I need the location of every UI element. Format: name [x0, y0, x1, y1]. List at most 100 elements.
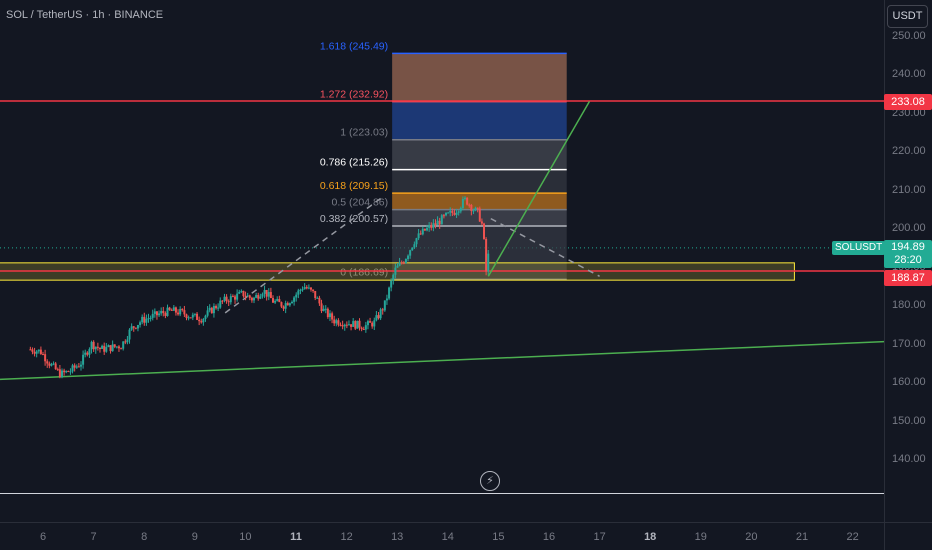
candle-body: [305, 287, 308, 289]
candle-body: [402, 262, 405, 264]
candle-body: [229, 296, 232, 303]
candle-body: [181, 309, 184, 311]
fib-level-label-0: 1.618 (245.49): [320, 40, 388, 52]
candle-body: [202, 318, 205, 323]
candle-body: [360, 327, 363, 330]
price-tick: 160.00: [892, 376, 926, 389]
candle-body: [141, 316, 144, 323]
candle-body: [470, 204, 473, 212]
time-tick: 16: [542, 531, 556, 543]
time-scale[interactable]: [0, 522, 884, 550]
candle-body: [451, 210, 454, 213]
candle-body: [48, 363, 51, 366]
candle-body: [394, 267, 397, 275]
candle-body: [328, 313, 331, 318]
candle-body: [92, 341, 95, 350]
fib-level-label-2: 1 (223.03): [340, 127, 388, 139]
candle-body: [103, 345, 106, 352]
time-tick: 17: [593, 531, 606, 543]
candle-body: [147, 318, 150, 320]
candle-body: [442, 215, 445, 217]
candle-body: [120, 348, 123, 350]
price-tick: 180.00: [892, 299, 926, 312]
candle-body: [449, 210, 452, 213]
candle-body: [261, 293, 264, 297]
candle-body: [413, 244, 416, 248]
price-tick: 170.00: [892, 337, 926, 350]
candle-body: [455, 212, 458, 215]
candle-body: [312, 289, 315, 291]
candle-body: [301, 289, 304, 291]
candle-body: [371, 322, 374, 327]
candle-body: [139, 322, 142, 326]
time-tick: 7: [90, 531, 97, 543]
lightning-icon[interactable]: ⚡: [480, 471, 500, 491]
candle-body: [149, 317, 152, 319]
candle-body: [459, 208, 462, 212]
candle-body: [419, 233, 422, 235]
candle-body: [430, 225, 433, 228]
candle-body: [461, 198, 464, 209]
candle-body: [39, 349, 42, 355]
candle-body: [440, 215, 443, 225]
candle-body: [37, 349, 40, 352]
candle-body: [257, 295, 260, 299]
candle-body: [411, 247, 414, 251]
candle-body: [98, 347, 101, 349]
candle-body: [96, 346, 99, 348]
fib-zone-2: [392, 139, 567, 170]
support-price-label: 188.87: [884, 270, 932, 286]
candle-body: [362, 329, 365, 331]
candle-body: [246, 295, 249, 297]
currency-button[interactable]: USDT: [887, 5, 928, 28]
candle-body: [447, 212, 450, 214]
candle-body: [453, 212, 456, 215]
candle-body: [472, 210, 475, 212]
candle-body: [390, 280, 393, 288]
candle-body: [377, 315, 380, 319]
time-tick: 19: [694, 531, 707, 543]
fib-zone-3: [392, 169, 567, 194]
candle-body: [223, 296, 226, 301]
candle-body: [153, 311, 156, 314]
candle-body: [117, 346, 120, 349]
projection-down-dashed: [490, 217, 600, 277]
candle-body: [187, 317, 190, 319]
bar-countdown: 28:20: [894, 254, 922, 266]
candle-body: [331, 313, 334, 320]
candle-body: [314, 290, 317, 298]
candle-body: [375, 315, 378, 321]
candle-body: [286, 303, 289, 306]
candle-body: [373, 320, 376, 327]
chart-pane[interactable]: 1.618 (245.49) 1.272 (232.92) 1 (223.03) 0.…: [0, 0, 885, 522]
candle-body: [109, 345, 112, 352]
symbol-title[interactable]: SOL / TetherUS · 1h · BINANCE: [6, 9, 164, 21]
candle-body: [381, 309, 384, 311]
candle-body: [400, 262, 403, 264]
candle-body: [253, 297, 256, 301]
candle-body: [324, 308, 327, 310]
candle-body: [58, 369, 61, 378]
price-tick: 200.00: [892, 222, 926, 235]
breakout-line: [487, 100, 591, 277]
candle-body: [485, 238, 488, 272]
candle-body: [208, 307, 211, 311]
candle-body: [322, 308, 325, 312]
candle-body: [75, 366, 78, 368]
candle-body: [212, 306, 215, 314]
candle-body: [267, 292, 270, 297]
candle-body: [86, 352, 89, 355]
candle-body: [82, 354, 85, 365]
candle-body: [126, 339, 129, 343]
candle-body: [183, 310, 186, 315]
candle-body: [151, 313, 154, 318]
time-tick: 11: [290, 531, 302, 543]
candle-body: [179, 309, 182, 315]
candle-body: [341, 325, 344, 327]
candle-body: [196, 313, 199, 320]
fib-zone-1: [392, 101, 567, 140]
candle-body: [42, 354, 45, 356]
time-tick: 14: [441, 531, 454, 543]
price-chart[interactable]: 1.618 (245.49) 1.272 (232.92) 1 (223.03) 0.…: [0, 0, 885, 522]
candle-body: [189, 317, 192, 319]
